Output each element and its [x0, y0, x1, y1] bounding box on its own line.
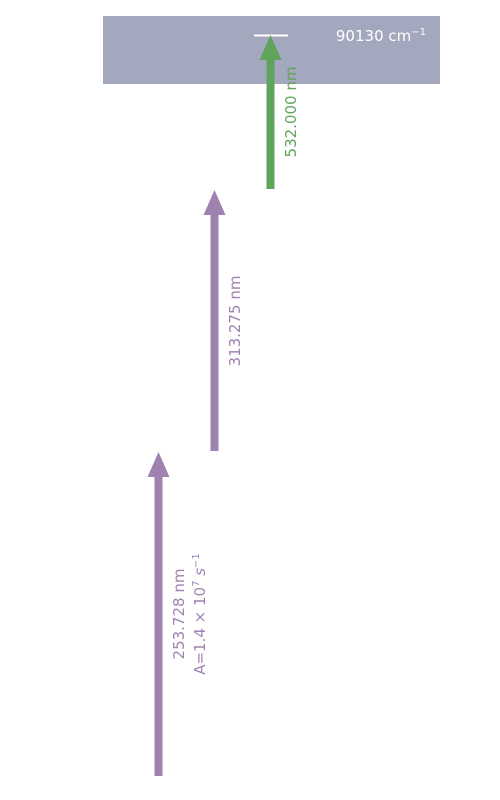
arrow-shaft	[154, 475, 163, 776]
arrow-shaft	[210, 213, 219, 451]
band-energy-label: 90130 cm−1	[336, 27, 426, 45]
transition-1-rate-label: A=1.4 × 107 s−1	[191, 553, 209, 675]
transition-arrow-1	[147, 452, 170, 776]
transition-arrow-2	[203, 190, 226, 451]
transition-1-wavelength-label: 253.728 nm	[170, 569, 188, 660]
arrow-shaft	[266, 58, 275, 189]
arrow-head	[203, 190, 226, 215]
transition-arrow-3	[259, 35, 282, 189]
transition-3-wavelength-label: 532.000 nm	[282, 67, 300, 158]
transition-2-wavelength-label: 313.275 nm	[226, 276, 244, 367]
arrow-head	[259, 35, 282, 60]
arrow-head	[147, 452, 170, 477]
